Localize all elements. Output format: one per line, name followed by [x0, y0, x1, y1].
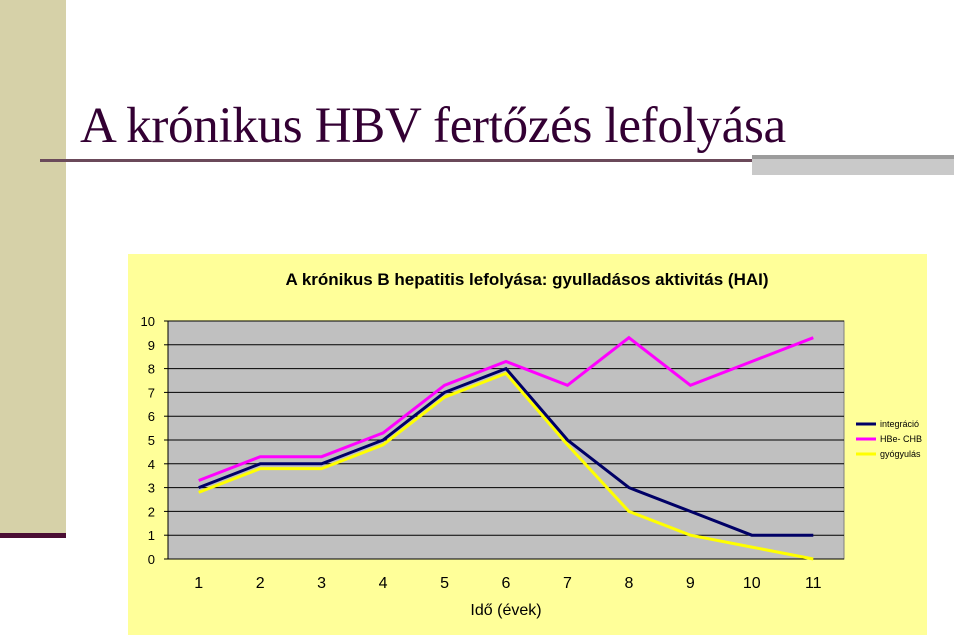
- title-underline: [40, 159, 752, 162]
- x-tick-label: 4: [379, 575, 388, 592]
- chart-title: A krónikus B hepatitis lefolyása: gyulla…: [285, 270, 768, 289]
- x-axis-label: Idő (évek): [470, 602, 541, 619]
- y-tick-label: 7: [148, 385, 155, 400]
- series-lines: [198, 335, 814, 561]
- legend: integráció HBe- CHB gyógyulás: [852, 413, 924, 465]
- x-tick-label: 3: [317, 575, 326, 592]
- y-tick-label: 0: [148, 552, 155, 567]
- y-axis-ticks: 0 1 2 3 4 5 6 7 8 9 10: [141, 314, 168, 567]
- side-decor-band: [0, 0, 66, 536]
- y-tick-label: 3: [148, 481, 155, 496]
- series-line: [198, 335, 814, 482]
- x-tick-label: 5: [440, 575, 449, 592]
- slide-title: A krónikus HBV fertőzés lefolyása: [80, 98, 786, 154]
- y-tick-label: 8: [148, 362, 155, 377]
- y-tick-label: 6: [148, 409, 155, 424]
- y-tick-label: 9: [148, 338, 155, 353]
- y-tick-label: 4: [148, 457, 155, 472]
- title-underline-accent: [752, 155, 954, 175]
- y-tick-label: 10: [141, 314, 155, 329]
- legend-label: integráció: [880, 419, 919, 429]
- legend-label: gyógyulás: [880, 449, 921, 459]
- x-tick-label: 10: [743, 575, 761, 592]
- x-tick-label: 7: [563, 575, 572, 592]
- side-decor-rule: [0, 533, 66, 538]
- legend-label: HBe- CHB: [880, 434, 922, 444]
- x-tick-label: 6: [502, 575, 511, 592]
- series-line: [198, 371, 814, 561]
- x-tick-label: 11: [805, 575, 822, 592]
- x-tick-label: 8: [624, 575, 633, 592]
- x-tick-label: 2: [256, 575, 265, 592]
- y-tick-label: 1: [148, 528, 155, 543]
- y-tick-label: 2: [148, 504, 155, 519]
- grid-lines: [168, 320, 844, 536]
- x-tick-label: 1: [194, 575, 203, 592]
- x-tick-label: 9: [686, 575, 695, 592]
- series-line: [198, 366, 814, 537]
- x-axis-ticks: 1 2 3 4 5 6 7 8 9 10 11: [167, 321, 844, 592]
- y-tick-label: 5: [148, 433, 155, 448]
